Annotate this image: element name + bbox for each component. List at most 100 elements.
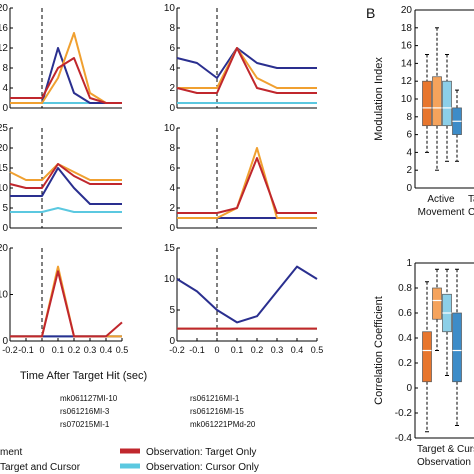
series-target-only [176,47,317,94]
x-tick-label: 0.3 [84,345,97,355]
panel-A5: 0 10 20 -0.2-0.1 0 0.10.20.30.40.5 [0,243,128,355]
y-axis-title: Correlation Coefficient [373,296,385,405]
y-tick-label: 8 [169,23,175,34]
y-tick-label: 18 [401,23,413,34]
y-tick-label: 10 [0,183,8,194]
unit-label-col1-2: rs061216MI-3 [60,407,110,416]
y-tick-label: 0.6 [398,308,412,319]
y-tick-label: 6 [406,130,412,141]
y-tick-label: 15 [0,163,8,174]
y-tick-label: 0 [169,223,175,234]
box [422,80,432,127]
y-tick-label: 2 [406,165,412,176]
x-tick-label: 0.3 [271,345,284,355]
series-active-movement [177,47,317,89]
y-axis-title: Modulation Index [373,57,385,141]
legend: ment Target and Cursor Observation: Targ… [0,447,259,473]
y-tick-label: 10 [164,274,176,285]
y-tick-label: 20 [0,3,8,14]
y-tick-label: 0 [2,223,8,234]
panel-A3: 0 5 10 15 20 25 [0,123,122,234]
x-tick-label: -0.2 [169,345,185,355]
series-active-movement [9,163,122,181]
y-tick-label: 10 [164,3,176,14]
unit-label-col1-3: rs070215MI-1 [60,420,110,429]
y-tick-label: 10 [164,123,176,134]
panel-A6: 0 5 10 15 -0.2 -0.1 0 0.1 0.2 0.3 0.4 0.5 [164,243,323,355]
series-target-only [9,163,122,189]
y-tick-label: 4 [2,83,8,94]
unit-label-col2-2: rs061216MI-15 [190,407,244,416]
series-active-movement [177,147,317,219]
x-tick-label: 0.2 [68,345,81,355]
boxplot-B-bottom: -0.4 -0.2 0 0.2 0.4 0.6 0.8 1 Correlation Coeffi… [373,258,474,468]
y-tick-label: 0 [406,383,412,394]
series-target-only [10,270,123,338]
y-tick-label: 15 [164,243,176,254]
unit-label-col1-1: mk061127MI-10 [60,394,118,403]
y-tick-label: 0.8 [398,283,412,294]
y-tick-label: 20 [0,243,8,254]
y-tick-label: 6 [169,163,175,174]
y-tick-label: 2 [169,83,175,94]
y-tick-label: 4 [169,63,175,74]
y-tick-label: 0 [169,103,175,114]
group-label: Target & Cursor [417,444,474,455]
panel-b-label: B [366,5,375,21]
y-tick-label: 2 [169,203,175,214]
x-tick-label: 0 [214,345,219,355]
x-tick-label: 0.4 [291,345,304,355]
y-tick-label: 20 [401,5,413,16]
series-cursor-only [10,207,122,213]
series-target-and-cursor [176,265,318,324]
x-tick-label: 0 [39,345,44,355]
y-tick-label: 4 [169,183,175,194]
legend-partial-1: ment [0,447,22,458]
x-tick-label: 0.1 [231,345,244,355]
panel-A4: 0 2 4 6 8 10 [164,123,317,234]
y-tick-label: 0.2 [398,358,412,369]
y-tick-label: 4 [406,147,412,158]
x-axis-title: Time After Target Hit (sec) [20,370,147,382]
x-tick-label: 0.5 [116,345,129,355]
legend-label-target-only: Observation: Target Only [146,447,256,458]
x-tick-label: 0.5 [311,345,324,355]
y-tick-label: 0 [2,336,8,347]
y-tick-label: 10 [0,290,8,301]
y-tick-label: 12 [0,43,8,54]
y-tick-label: 0 [2,103,8,114]
panel-A1: 0 4 8 12 16 20 [0,3,122,114]
y-tick-label: 10 [401,94,413,105]
y-tick-label: 20 [0,143,8,154]
box [452,312,462,383]
y-tick-label: 12 [401,76,413,87]
box [432,287,442,320]
group-label: Ta [468,194,474,205]
group-label: Active [427,194,455,205]
x-tick-label: -0.1 [18,345,34,355]
y-tick-label: 5 [2,203,8,214]
group-label: C [468,207,474,218]
boxplot-B-top: 0 2 4 6 8 10 12 14 16 18 20 Modulation Index Active M… [373,5,474,218]
y-tick-label: 14 [401,58,413,69]
y-tick-label: 1 [406,258,412,269]
group-label: Movement [418,207,465,218]
box [442,80,452,127]
group-label: Observation [417,457,471,468]
line-panels: 0 4 8 12 16 20 0 2 4 6 8 10 0 5 10 15 20 25 0 2 4 6 8 10 0 10 20 -0… [0,3,323,355]
x-tick-label: 0.1 [52,345,65,355]
x-tick-label: 0.4 [100,345,113,355]
x-tick-label: 0.2 [251,345,264,355]
y-tick-label: 6 [169,43,175,54]
series-target-only [10,57,122,104]
y-tick-label: 8 [2,63,8,74]
y-tick-label: 0 [169,336,175,347]
series-target-and-cursor [10,167,122,205]
y-tick-label: 16 [401,41,413,52]
unit-label-col2-3: mk061221PMd-20 [190,420,256,429]
legend-label-cursor-only: Observation: Cursor Only [146,462,259,473]
y-tick-label: -0.4 [395,433,413,444]
legend-partial-2: Target and Cursor [0,462,81,473]
